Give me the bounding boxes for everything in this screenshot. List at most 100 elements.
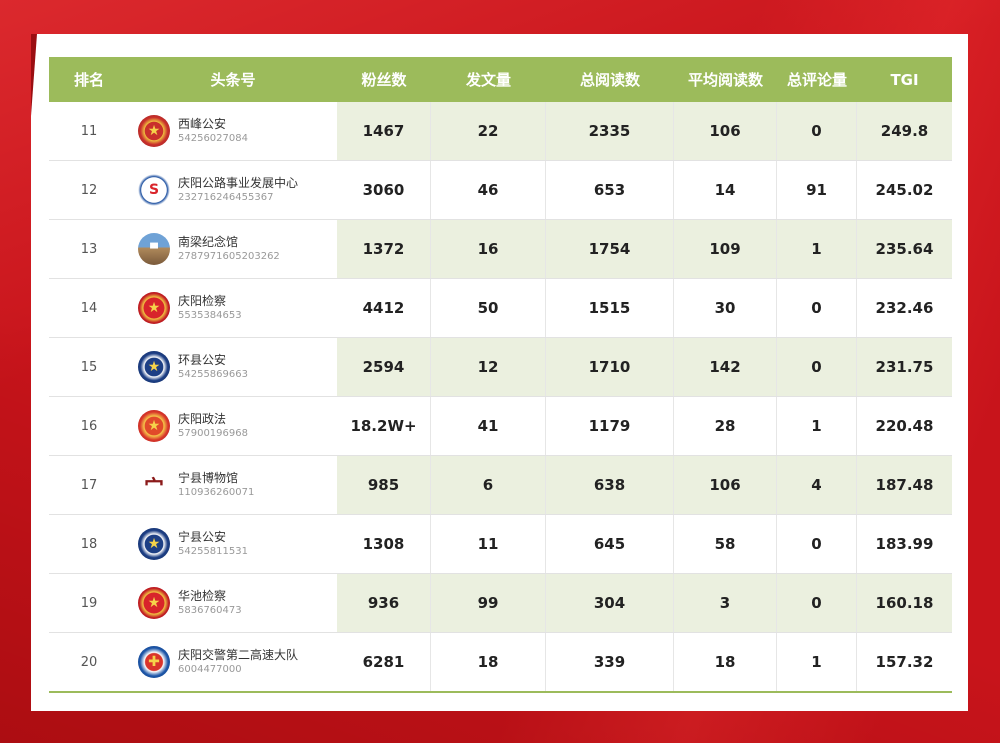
rank-cell: 16 [80, 418, 98, 434]
account-cell: ✚ 庆阳交警第二高速大队 6004477000 [129, 633, 337, 691]
table-row: 13 ▀ 南梁纪念馆 2787971605203262 1372 16 1754 109 1 23… [49, 220, 952, 279]
header-tgi: TGI [890, 70, 919, 89]
police-badge-icon: ★ [138, 351, 170, 383]
memorial-hall-icon: ▀ [138, 233, 170, 265]
comments-cell: 0 [777, 102, 857, 160]
tgi-cell: 157.32 [875, 653, 934, 671]
tgi-cell: 160.18 [857, 574, 952, 632]
fans-cell: 2594 [337, 338, 431, 396]
rank-cell: 18 [80, 536, 98, 552]
account-info: 宁县公安 54255811531 [178, 529, 248, 559]
fans-cell: 18.2W+ [337, 397, 431, 455]
account-name[interactable]: 庆阳检察 [178, 294, 227, 308]
posts-cell: 99 [431, 574, 546, 632]
total-reads-cell: 1710 [546, 338, 674, 396]
account-id: 54255869663 [178, 369, 248, 380]
account-id: 5535384653 [178, 310, 242, 321]
account-name[interactable]: 环县公安 [178, 353, 227, 367]
posts-cell: 11 [431, 515, 546, 573]
account-cell: ★ 华池检察 5836760473 [129, 574, 337, 632]
comments-cell: 0 [777, 515, 857, 573]
table-row: 16 ★ 庆阳政法 57900196968 18.2W+ 41 1179 28 1 220.48 [49, 397, 952, 456]
account-id: 2787971605203262 [178, 251, 280, 262]
account-info: 南梁纪念馆 2787971605203262 [178, 234, 280, 264]
traffic-police-badge-icon: ✚ [138, 646, 170, 678]
fans-cell: 1372 [337, 220, 431, 278]
account-cell: S 庆阳公路事业发展中心 232716246455367 [129, 161, 337, 219]
fans-cell: 1308 [337, 515, 431, 573]
total-reads-cell: 653 [546, 161, 674, 219]
fans-cell: 1467 [337, 102, 431, 160]
account-info: 环县公安 54255869663 [178, 352, 248, 382]
total-reads-cell: 304 [546, 574, 674, 632]
table-row: 12 S 庆阳公路事业发展中心 232716246455367 3060 46 653 14 9… [49, 161, 952, 220]
rank-cell: 13 [80, 241, 98, 257]
posts-cell: 46 [431, 161, 546, 219]
avg-reads-cell: 106 [674, 456, 777, 514]
account-cell: ★ 环县公安 54255869663 [129, 338, 337, 396]
table-row: 19 ★ 华池检察 5836760473 936 99 304 3 0 160.18 [49, 574, 952, 633]
fans-cell: 3060 [337, 161, 431, 219]
comments-cell: 1 [777, 633, 857, 691]
museum-logo-icon: 宀 [138, 469, 170, 501]
account-info: 庆阳政法 57900196968 [178, 411, 248, 441]
tgi-cell: 249.8 [857, 102, 952, 160]
tgi-cell: 232.46 [875, 299, 934, 317]
account-cell: ▀ 南梁纪念馆 2787971605203262 [129, 220, 337, 278]
total-reads-cell: 645 [546, 515, 674, 573]
rank-cell: 12 [80, 182, 98, 198]
avg-reads-cell: 58 [674, 515, 777, 573]
comments-cell: 0 [777, 338, 857, 396]
account-name[interactable]: 庆阳公路事业发展中心 [178, 176, 299, 190]
account-info: 庆阳公路事业发展中心 232716246455367 [178, 175, 298, 205]
account-cell: 宀宁县博物馆 110936260071 [129, 456, 337, 514]
account-info: 华池检察 5836760473 [178, 588, 242, 618]
avg-reads-cell: 14 [674, 161, 777, 219]
account-name[interactable]: 庆阳交警第二高速大队 [178, 648, 299, 662]
table-row: 15 ★ 环县公安 54255869663 2594 12 1710 142 0 231.75 [49, 338, 952, 397]
avg-reads-cell: 109 [674, 220, 777, 278]
police-badge-icon: ★ [138, 528, 170, 560]
total-reads-cell: 638 [546, 456, 674, 514]
total-reads-cell: 2335 [546, 102, 674, 160]
posts-cell: 6 [431, 456, 546, 514]
tgi-cell: 245.02 [875, 181, 934, 199]
avg-reads-cell: 30 [674, 279, 777, 337]
posts-cell: 22 [431, 102, 546, 160]
tgi-cell: 220.48 [875, 417, 934, 435]
corner-ribbon [31, 34, 37, 116]
header-total-reads: 总阅读数 [579, 71, 640, 89]
header-comments: 总评论量 [786, 71, 847, 89]
posts-cell: 12 [431, 338, 546, 396]
total-reads-cell: 1754 [546, 220, 674, 278]
header-fans: 粉丝数 [361, 71, 407, 89]
account-name[interactable]: 西峰公安 [178, 117, 227, 131]
comments-cell: 0 [777, 574, 857, 632]
account-name[interactable]: 宁县博物馆 [178, 471, 239, 485]
account-cell: ★ 西峰公安 54256027084 [129, 102, 337, 160]
avg-reads-cell: 18 [674, 633, 777, 691]
table-body: 11 ★ 西峰公安 54256027084 1467 22 2335 106 0 249.8 12 S… [49, 102, 952, 693]
avg-reads-cell: 28 [674, 397, 777, 455]
account-name[interactable]: 华池检察 [178, 589, 227, 603]
ranking-table: 排名 头条号 粉丝数 发文量 总阅读数 平均阅读数 总评论量 TGI 11 ★ 西峰… [49, 57, 952, 693]
total-reads-cell: 339 [546, 633, 674, 691]
account-id: 232716246455367 [178, 192, 274, 203]
rank-cell: 15 [80, 359, 98, 375]
table-header: 排名 头条号 粉丝数 发文量 总阅读数 平均阅读数 总评论量 TGI [49, 57, 952, 102]
account-name[interactable]: 宁县公安 [178, 530, 227, 544]
account-info: 西峰公安 54256027084 [178, 116, 248, 146]
politics-law-emblem-icon: ★ [138, 410, 170, 442]
header-account: 头条号 [210, 71, 256, 89]
table-row: 14 ★ 庆阳检察 5535384653 4412 50 1515 30 0 232.46 [49, 279, 952, 338]
comments-cell: 1 [777, 220, 857, 278]
account-info: 庆阳交警第二高速大队 6004477000 [178, 647, 298, 677]
total-reads-cell: 1179 [546, 397, 674, 455]
procuratorate-emblem-icon: ★ [138, 587, 170, 619]
account-name[interactable]: 南梁纪念馆 [178, 235, 239, 249]
rank-cell: 20 [80, 654, 98, 670]
comments-cell: 91 [777, 161, 857, 219]
rank-cell: 11 [80, 123, 98, 139]
comments-cell: 0 [777, 279, 857, 337]
account-name[interactable]: 庆阳政法 [178, 412, 227, 426]
